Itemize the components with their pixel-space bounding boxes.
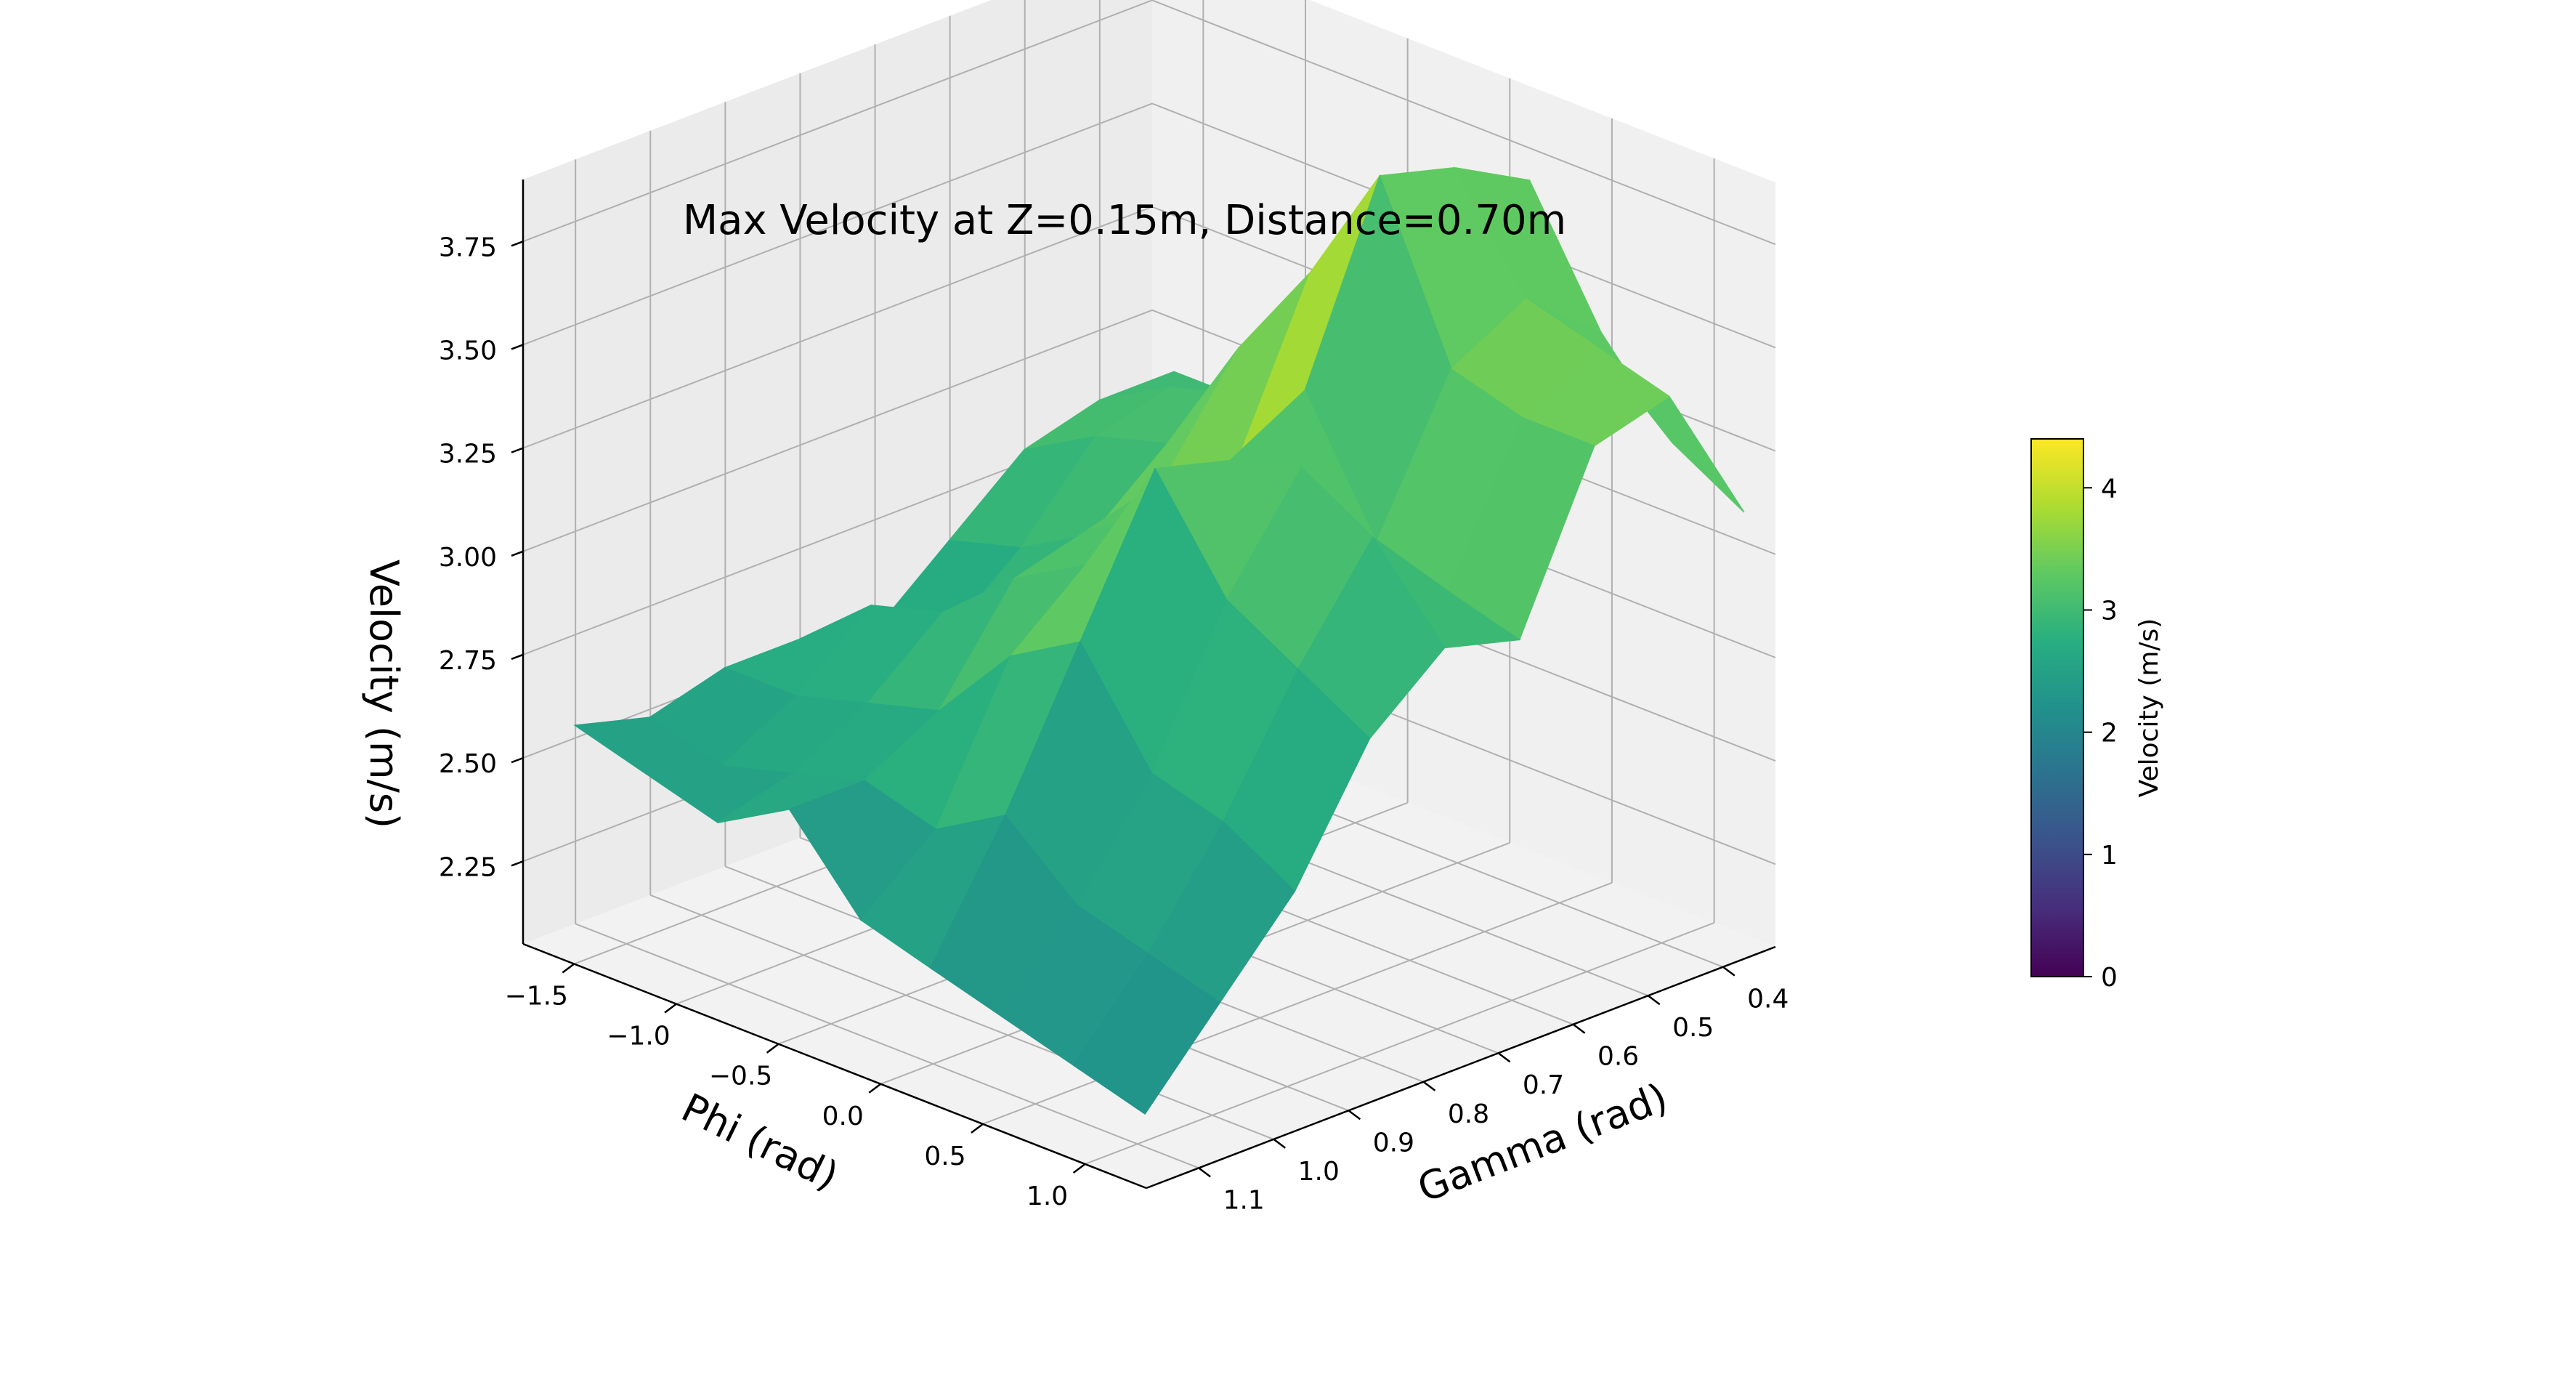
colorbar-tick-label: 1 [2101, 841, 2118, 871]
z-tick-mark [511, 860, 524, 867]
y-tick-label: 0.6 [1597, 1042, 1639, 1072]
x-tick-label: 1.0 [1026, 1182, 1068, 1211]
x-tick-label: 0.0 [822, 1102, 864, 1131]
surface-facet [1072, 953, 1221, 1115]
z-tick-mark [511, 241, 524, 247]
colorbar-ticks: 0 1 2 3 4 [2083, 474, 2118, 993]
z-gridline [522, 102, 1153, 346]
z-tick-mark [511, 447, 524, 453]
y-tick-label: 0.7 [1523, 1070, 1564, 1100]
z-tick-label: 3.75 [439, 233, 497, 262]
z-tick-label: 3.50 [439, 336, 497, 366]
colorbar-label: Velocity (m/s) [2134, 618, 2164, 798]
z-tick-label: 2.25 [439, 852, 497, 882]
y-tick-mark [1722, 966, 1735, 977]
colorbar: 0 1 2 3 4 Velocity (m/s) [2030, 438, 2164, 993]
z-gridline [522, 309, 1153, 552]
z-tick-mark [511, 550, 524, 557]
y-tick-mark [1497, 1052, 1511, 1063]
z-gridline [522, 0, 1153, 243]
x-tick-label: −1.5 [505, 982, 568, 1012]
colorbar-tick-label: 2 [2101, 719, 2118, 748]
z-tick-mark [511, 653, 524, 661]
colorbar-tick-label: 4 [2101, 474, 2118, 504]
y-tick-label: 0.8 [1448, 1099, 1489, 1129]
chart-title: Max Velocity at Z=0.15m, Distance=0.70m [683, 197, 1566, 244]
y-tick-mark [1198, 1167, 1211, 1178]
y-tick-label: 1.0 [1298, 1157, 1340, 1187]
z-gridline [522, 206, 1153, 449]
y-axis-line [1146, 945, 1776, 1190]
y-tick-label: 1.1 [1223, 1185, 1265, 1215]
x-tick-mark [1072, 1163, 1086, 1174]
x-tick-mark [971, 1123, 984, 1134]
z-tick-label: 2.50 [439, 749, 497, 779]
axes-tick-labels: −1.5 −1.0 −0.5 0.0 0.5 1.0 0.4 0.5 0.6 0.7 0.8 0.9 1… [439, 233, 1789, 1215]
colorbar-tick-label: 3 [2101, 596, 2118, 626]
z-tick-label: 3.25 [439, 440, 497, 469]
z-tick-label: 2.75 [439, 646, 497, 676]
y-tick-mark [1273, 1138, 1287, 1149]
colorbar-tick-label: 0 [2101, 963, 2118, 993]
x-gridline [1085, 922, 1714, 1165]
x-tick-mark [562, 963, 575, 974]
z-axis-label: Velocity (m/s) [361, 560, 407, 828]
y-tick-mark [1647, 995, 1661, 1006]
y-tick-label: 0.5 [1672, 1013, 1714, 1043]
y-gridline [575, 923, 1199, 1169]
z-gridline [1151, 0, 1776, 246]
x-tick-mark [664, 1003, 677, 1014]
x-axis-line [522, 942, 1147, 1190]
y-tick-mark [1422, 1081, 1436, 1091]
x-tick-mark [766, 1043, 779, 1054]
x-tick-mark [868, 1083, 882, 1094]
y-tick-label: 0.4 [1747, 985, 1789, 1014]
x-tick-label: 0.5 [924, 1142, 965, 1171]
z-tick-mark [511, 756, 524, 764]
surface-mesh [573, 166, 1745, 1115]
y-tick-label: 0.9 [1373, 1128, 1414, 1158]
axes-spines [511, 179, 1776, 1190]
y-tick-mark [1348, 1110, 1361, 1121]
x-axis-label: Phi (rad) [675, 1085, 846, 1200]
y-tick-mark [1572, 1023, 1586, 1034]
y-gridline [649, 894, 1274, 1140]
colorbar-gradient [2030, 438, 2084, 977]
x-tick-label: −0.5 [709, 1062, 772, 1091]
x-tick-label: −1.0 [607, 1022, 670, 1051]
z-tick-mark [511, 344, 524, 350]
x-gridline [982, 881, 1613, 1125]
z-tick-label: 3.00 [439, 543, 497, 573]
